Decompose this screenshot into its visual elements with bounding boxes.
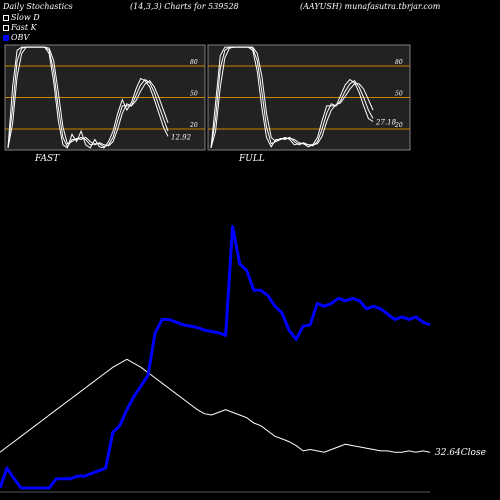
legend-obv: OBV: [3, 33, 29, 42]
legend-fast-k-swatch: [3, 24, 9, 31]
legend-slow-d: Slow D: [3, 13, 40, 22]
chart-title: Daily Stochastics: [3, 2, 73, 11]
site-label: (AAYUSH) munafasutra.tbrjar.com: [300, 2, 441, 11]
fast-tick-label-80: 80: [190, 59, 198, 66]
legend-fast-k-label: Fast K: [11, 23, 37, 32]
fast-series-2: [7, 46, 169, 148]
fast-tick-label-50: 50: [190, 91, 198, 98]
legend-slow-d-swatch: [3, 14, 9, 21]
full-tick-label-80: 80: [395, 59, 403, 66]
legend-obv-swatch: [3, 34, 9, 41]
close-price-line: [0, 358, 431, 453]
full-last-value-label: 27.18: [375, 118, 397, 126]
full-tick-label-20: 20: [394, 122, 403, 129]
close-price-label: 32.64Close: [435, 448, 486, 458]
fast-tick-label-20: 20: [189, 122, 198, 129]
full-tick-label-50: 50: [395, 91, 403, 98]
obv-line: [0, 225, 431, 490]
legend-obv-label: OBV: [11, 33, 30, 42]
full-series-2: [210, 46, 374, 149]
legend-slow-d-label: Slow D: [11, 13, 40, 22]
full-panel-title: FULL: [238, 154, 265, 164]
chart-params: (14,3,3) Charts for 539528: [130, 2, 239, 11]
fast-panel-title: FAST: [34, 154, 60, 164]
fast-last-value-label: 12.92: [171, 133, 192, 141]
legend-fast-k: Fast K: [3, 23, 37, 32]
